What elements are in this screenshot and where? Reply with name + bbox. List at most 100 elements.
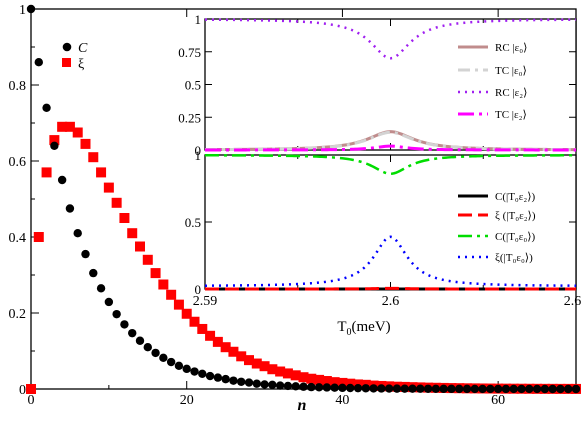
data-point-c	[26, 4, 36, 14]
data-point-xi	[135, 241, 145, 252]
data-point-c	[96, 284, 106, 293]
main-y-tick-label: 0.8	[9, 79, 27, 94]
data-point-c	[244, 378, 254, 387]
inset-bottom-x-tick-label: 2.61	[564, 294, 581, 309]
data-point-c	[120, 320, 129, 329]
data-point-xi	[345, 378, 356, 389]
data-point-c	[493, 384, 503, 394]
inset-x-axis-label-unit: (meV)	[352, 319, 391, 335]
legend-marker-xi	[62, 58, 71, 67]
data-point-c	[112, 309, 121, 319]
data-point-xi	[64, 121, 75, 132]
inset-bottom-series-line	[204, 235, 577, 287]
inset-bottom-y-tick-label: 0	[195, 282, 202, 297]
data-point-xi	[267, 364, 278, 375]
inset-bottom-x-tick-label: 2.59	[193, 294, 218, 309]
legend-label-xi: ξ	[78, 57, 84, 72]
inset-top-legend-label: RC |ε₂⟩	[495, 87, 527, 99]
data-point-xi	[111, 197, 122, 208]
data-point-c	[462, 384, 472, 394]
data-point-c	[314, 383, 324, 392]
data-point-xi	[173, 299, 184, 310]
inset-top-legend: RC |ε₀⟩ TC |ε₀⟩ RC |ε₂⟩ TC |ε₂⟩	[458, 42, 527, 121]
data-point-c	[42, 103, 51, 113]
inset-x-axis-label-sub: 0	[347, 327, 352, 338]
data-point-c	[275, 381, 285, 390]
data-point-c	[564, 384, 573, 394]
data-point-c	[81, 249, 90, 259]
data-point-c	[423, 384, 433, 393]
data-point-c	[447, 384, 456, 394]
inset-top-y-tick-label: 1	[195, 12, 202, 27]
data-point-c	[322, 383, 332, 392]
data-point-xi	[41, 167, 52, 178]
main-x-tick-label: 60	[491, 393, 505, 408]
main-y-tick-label: 0	[19, 383, 26, 398]
inset-bottom-y-tick-label: 0.5	[185, 215, 201, 230]
data-point-c	[400, 384, 409, 393]
data-point-c	[517, 384, 526, 394]
data-point-c	[392, 384, 402, 393]
data-point-xi	[329, 377, 340, 388]
data-point-c	[135, 336, 145, 345]
data-point-c	[571, 384, 581, 394]
main-plot-series	[26, 4, 581, 394]
data-point-c	[431, 384, 441, 394]
data-point-xi	[88, 152, 99, 163]
data-point-xi	[282, 368, 293, 379]
data-point-xi	[103, 182, 114, 193]
inset-bottom-legend-label: C(|T₀ε₀⟩)	[495, 231, 536, 243]
inset-bottom-y-tick-label: 1	[195, 148, 202, 163]
data-point-xi	[96, 167, 107, 178]
legend-marker-c	[62, 42, 72, 52]
main-x-tick-label: 20	[180, 393, 194, 408]
data-point-c	[338, 383, 347, 393]
data-point-c	[307, 382, 316, 392]
main-y-tick-label: 0.2	[9, 307, 27, 322]
inset-bottom-background	[205, 155, 576, 289]
main-legend: C ξ	[62, 41, 88, 72]
data-point-c	[268, 380, 277, 390]
data-point-c	[198, 369, 207, 378]
data-point-c	[416, 384, 425, 393]
inset-top-legend-label: RC |ε₀⟩	[495, 42, 527, 54]
data-point-xi	[33, 232, 44, 242]
data-point-xi	[314, 374, 325, 385]
data-point-xi	[251, 358, 262, 369]
data-point-c	[353, 383, 363, 393]
data-point-c	[50, 141, 59, 150]
data-point-c	[455, 384, 464, 394]
data-point-c	[221, 374, 230, 384]
data-point-c	[532, 384, 542, 394]
data-point-xi	[321, 376, 332, 387]
data-point-c	[260, 380, 269, 389]
inset-top-background	[205, 19, 576, 150]
data-point-c	[525, 384, 534, 394]
data-point-c	[283, 381, 293, 391]
inset-top-legend-label: TC |ε₀⟩	[495, 65, 527, 77]
inset-top-y-tick-label: 0	[195, 143, 202, 158]
legend-label-c: C	[78, 41, 88, 56]
data-point-c	[190, 367, 199, 376]
data-point-c	[369, 384, 378, 393]
inset-bottom-series	[204, 154, 577, 291]
inset-top-series-line	[205, 144, 576, 152]
main-x-tick-label: 40	[335, 393, 349, 408]
data-point-c	[73, 229, 82, 238]
inset-bottom-legend-label: ξ (|T₀ε₂⟩)	[495, 210, 536, 222]
inset-top-y-tick-label: 0.5	[185, 78, 201, 93]
data-point-xi	[127, 228, 138, 239]
data-point-xi	[236, 351, 247, 362]
data-point-c	[501, 384, 511, 394]
data-point-c	[104, 297, 114, 307]
data-point-c	[540, 384, 550, 394]
data-point-xi	[298, 372, 309, 383]
data-point-xi	[189, 316, 200, 327]
data-point-c	[89, 268, 98, 278]
data-point-c	[330, 383, 339, 392]
inset-top-series	[204, 18, 577, 152]
data-point-xi	[205, 330, 216, 341]
inset-bottom-series-line	[205, 154, 576, 176]
inset-bottom-x-tick-label: 2.6	[382, 294, 400, 309]
main-y-tick-label: 0.4	[9, 231, 27, 246]
